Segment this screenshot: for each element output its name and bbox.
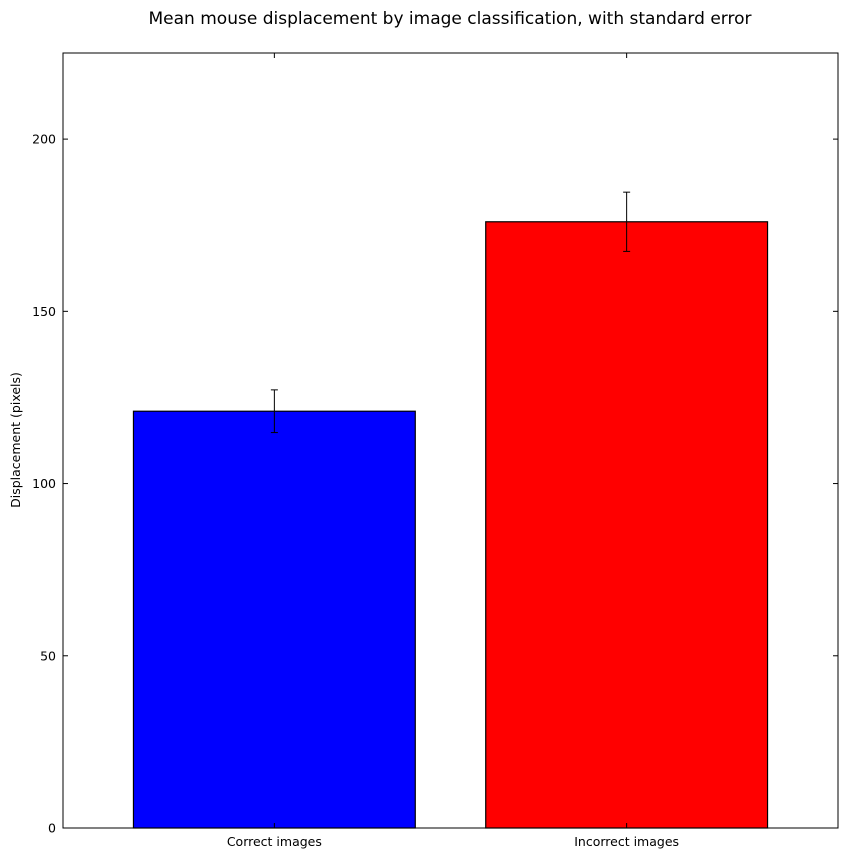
y-tick-label-4: 200 bbox=[32, 132, 56, 147]
error-bars-group bbox=[270, 191, 631, 434]
y-axis-label: Displacement (pixels) bbox=[8, 372, 23, 508]
chart-title: Mean mouse displacement by image classif… bbox=[149, 9, 752, 29]
x-tick-label-0: Correct images bbox=[227, 834, 322, 849]
bars-group bbox=[132, 221, 769, 829]
y-tick-label-1: 50 bbox=[40, 648, 56, 663]
y-tick-label-2: 100 bbox=[32, 476, 56, 491]
y-tick-label-0: 0 bbox=[48, 821, 56, 836]
plot-frame bbox=[62, 52, 839, 829]
y-ticks-group: 0 50 100 150 200 bbox=[32, 132, 838, 836]
x-ticks-group: Correct images Incorrect images bbox=[227, 53, 679, 849]
bar-1 bbox=[485, 221, 769, 829]
bar-0 bbox=[132, 410, 416, 829]
x-tick-label-1: Incorrect images bbox=[574, 834, 679, 849]
y-tick-label-3: 150 bbox=[32, 304, 56, 319]
